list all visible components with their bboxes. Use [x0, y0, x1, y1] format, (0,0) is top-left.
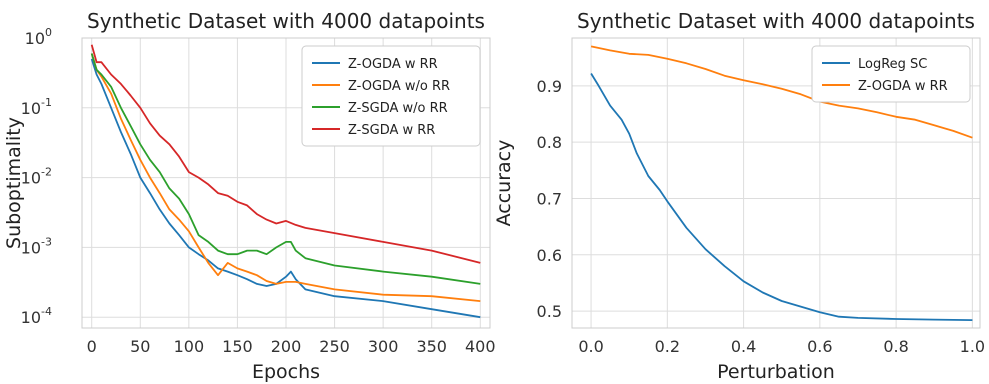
y-tick-label: 10-4 [21, 305, 52, 327]
y-tick-label: 0.9 [537, 77, 562, 96]
x-axis-label: Epochs [252, 361, 320, 383]
x-tick-label: 250 [319, 337, 350, 356]
y-axis-label: Suboptimality [3, 117, 25, 249]
x-tick-label: 200 [271, 337, 302, 356]
y-tick-label: 0.5 [537, 302, 562, 321]
y-tick-label: 0.8 [537, 133, 562, 152]
x-tick-label: 350 [416, 337, 447, 356]
x-tick-label: 300 [368, 337, 399, 356]
legend-label: Z-SGDA w/o RR [348, 101, 448, 116]
series-line-z-ogda-w-rr [590, 45, 973, 139]
series-line-logreg-sc [590, 73, 973, 321]
x-tick-label: 0.8 [883, 337, 908, 356]
legend-label: Z-OGDA w/o RR [348, 79, 450, 94]
chart-title: Synthetic Dataset with 4000 datapoints [87, 9, 485, 33]
y-tick-label: 10-3 [21, 235, 52, 257]
legend-box [811, 45, 971, 103]
x-tick-label: 50 [130, 337, 150, 356]
x-axis-label: Perturbation [717, 361, 835, 383]
series-line-z-sgda-w-rr [90, 44, 481, 264]
series-line-z-sgda-w-o-rr [90, 53, 481, 285]
x-tick-label: 100 [174, 337, 205, 356]
plot-frame [81, 37, 491, 329]
x-tick-label: 0.0 [578, 337, 603, 356]
legend-label: LogReg SC [858, 57, 927, 72]
legend-label: Z-SGDA w RR [348, 123, 435, 138]
suboptimality-chart: Synthetic Dataset with 4000 datapoints E… [3, 9, 496, 383]
y-tick-label: 0.6 [537, 246, 562, 265]
x-tick-label: 0 [87, 337, 97, 356]
y-tick-label: 10-2 [21, 166, 52, 188]
x-tick-label: 0.6 [807, 337, 832, 356]
legend-label: Z-OGDA w RR [858, 79, 948, 94]
plot-frame [571, 37, 981, 329]
legend: Z-OGDA w RR Z-OGDA w/o RR Z-SGDA w/o RR Z-S… [301, 45, 481, 147]
chart-title: Synthetic Dataset with 4000 datapoints [577, 9, 975, 33]
x-tick-label: 0.4 [731, 337, 756, 356]
y-axis-label: Accuracy [493, 140, 515, 227]
y-tick-label: 100 [25, 26, 52, 48]
accuracy-chart: Synthetic Dataset with 4000 datapoints P… [493, 9, 985, 383]
x-tick-label: 1.0 [960, 337, 985, 356]
legend-box [301, 45, 481, 147]
x-tick-label: 0.2 [655, 337, 680, 356]
legend: LogReg SC Z-OGDA w RR [811, 45, 971, 103]
y-tick-label: 10-1 [21, 96, 52, 118]
series-line-z-ogda-w-o-rr [90, 53, 481, 302]
x-tick-label: 150 [222, 337, 253, 356]
x-tick-label: 400 [465, 337, 496, 356]
legend-label: Z-OGDA w RR [348, 57, 438, 72]
y-tick-label: 0.7 [537, 189, 562, 208]
